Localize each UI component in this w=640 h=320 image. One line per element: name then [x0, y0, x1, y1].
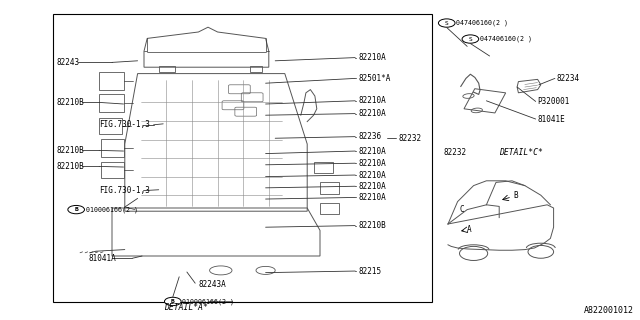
Text: 81041E: 81041E [538, 115, 565, 124]
Text: 047406160(2 ): 047406160(2 ) [456, 20, 508, 26]
Text: 82210B: 82210B [56, 162, 84, 171]
Text: 82210A: 82210A [358, 182, 386, 191]
Text: 82232: 82232 [398, 134, 421, 143]
Bar [159, 66, 175, 72]
Text: FIG.730-1,3: FIG.730-1,3 [99, 120, 150, 129]
Text: 82210A: 82210A [358, 159, 386, 168]
Circle shape [68, 205, 84, 214]
Bar [250, 66, 262, 72]
Text: DETAIL*A*: DETAIL*A* [164, 303, 207, 312]
Text: FIG.730-1,3: FIG.730-1,3 [99, 186, 150, 195]
Bar [314, 162, 333, 173]
Bar [99, 118, 122, 134]
Bar [101, 139, 124, 157]
Text: 82215: 82215 [358, 267, 381, 276]
Bar [53, 14, 432, 302]
Text: B: B [513, 191, 518, 200]
Text: B: B [74, 207, 78, 212]
Text: 82210A: 82210A [358, 109, 386, 118]
Text: C: C [460, 205, 464, 214]
Text: A: A [467, 225, 472, 234]
Bar [464, 89, 506, 113]
Text: 82210A: 82210A [358, 53, 386, 62]
Circle shape [462, 35, 479, 43]
Text: 82243A: 82243A [198, 280, 226, 289]
Text: 82243: 82243 [56, 58, 79, 67]
Text: 82232: 82232 [444, 148, 467, 157]
Circle shape [164, 297, 181, 306]
Text: 82210A: 82210A [358, 193, 386, 202]
Text: 82210B: 82210B [56, 98, 84, 107]
Text: 82210A: 82210A [358, 171, 386, 180]
Circle shape [438, 19, 455, 27]
Text: 82234: 82234 [557, 74, 580, 83]
Text: P320001: P320001 [538, 97, 570, 106]
Text: 010006166(2 ): 010006166(2 ) [182, 298, 234, 305]
Text: 82501*A: 82501*A [358, 74, 391, 83]
Text: 82210A: 82210A [358, 96, 386, 105]
Bar [99, 72, 124, 90]
Text: S: S [445, 20, 449, 26]
Bar [101, 162, 124, 178]
Text: 047406160(2 ): 047406160(2 ) [480, 36, 532, 42]
Text: 82210B: 82210B [358, 221, 386, 230]
Text: 82236: 82236 [358, 132, 381, 141]
Text: 82210A: 82210A [358, 147, 386, 156]
Text: 010006166(2 ): 010006166(2 ) [86, 206, 138, 213]
Bar [99, 94, 124, 112]
Text: DETAIL*C*: DETAIL*C* [499, 148, 543, 157]
Text: S: S [468, 36, 472, 42]
Bar [320, 182, 339, 194]
Bar [320, 203, 339, 214]
Text: B: B [171, 299, 175, 304]
Text: A822001012: A822001012 [584, 306, 634, 315]
Text: 81041A: 81041A [88, 254, 116, 263]
Text: 82210B: 82210B [56, 146, 84, 155]
